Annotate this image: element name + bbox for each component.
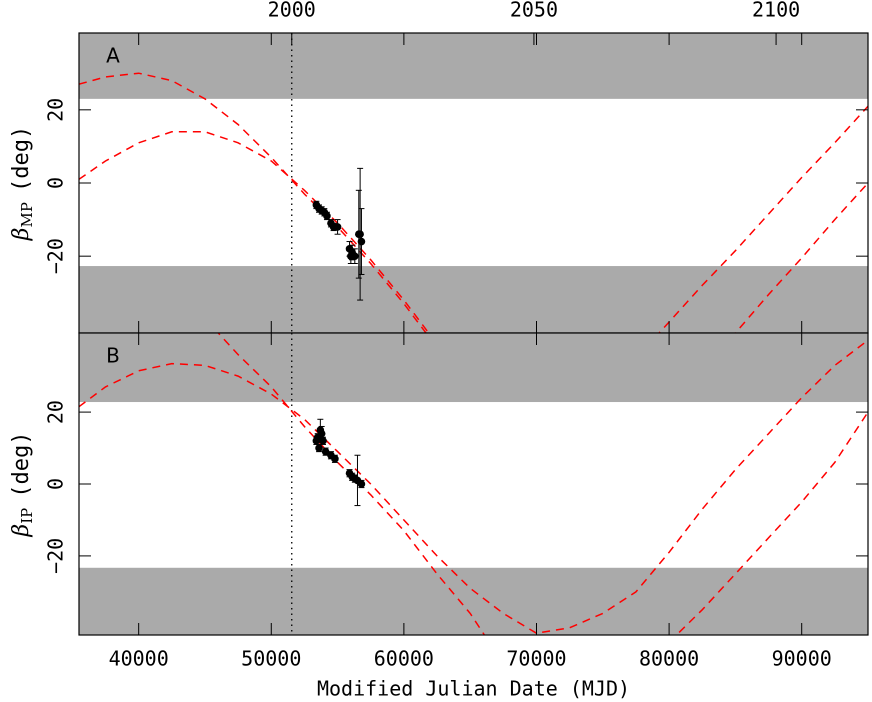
x2-tick-label: 2050 — [510, 0, 558, 22]
data-point — [331, 455, 339, 463]
data-point — [315, 444, 323, 452]
data-point — [317, 429, 326, 438]
y-axis-title: βMP (deg) — [9, 126, 36, 241]
curve — [217, 333, 868, 635]
data-point — [321, 447, 330, 456]
shade-band — [79, 33, 868, 99]
plot-area — [79, 33, 868, 333]
y-tick-label: 20 — [44, 400, 68, 424]
curve — [79, 72, 868, 333]
shade-band — [79, 567, 868, 635]
y-tick-label: 0 — [44, 478, 68, 490]
shade-band — [79, 333, 868, 403]
x2-tick-label: 2100 — [752, 0, 800, 22]
y-title-unit: (deg) — [9, 432, 34, 498]
y-tick-label: −20 — [44, 238, 68, 274]
data-point — [356, 230, 364, 239]
y-title-symbol: β — [9, 524, 34, 538]
x-tick-label: 80000 — [639, 647, 699, 671]
x-axis-title: Modified Julian Date (MJD) — [317, 677, 630, 701]
x-tick-label: 50000 — [241, 647, 301, 671]
x2-tick-label: 2000 — [268, 0, 316, 22]
y-title-symbol: β — [9, 227, 34, 241]
shade-band — [79, 266, 868, 333]
y-title-subscript: MP — [18, 202, 36, 227]
x-tick-label: 60000 — [374, 647, 434, 671]
y-title-subscript: IP — [18, 508, 36, 524]
plot-area — [79, 333, 868, 635]
data-point — [357, 237, 366, 246]
data-point — [333, 223, 342, 231]
y-tick-label: 0 — [44, 177, 68, 189]
data-point — [357, 480, 366, 488]
y-axis-title: βIP (deg) — [9, 432, 36, 538]
y-tick-label: −20 — [44, 538, 68, 574]
y-title-unit: (deg) — [9, 126, 34, 192]
curve — [79, 131, 868, 333]
x-tick-label: 90000 — [772, 647, 832, 671]
panel-label: B — [106, 344, 120, 368]
data-point — [323, 212, 331, 220]
data-point — [319, 437, 327, 445]
panel-label: A — [106, 44, 120, 68]
data-point — [351, 252, 359, 260]
x-tick-label: 70000 — [506, 647, 566, 671]
x-tick-label: 40000 — [109, 647, 169, 671]
y-tick-label: 20 — [44, 98, 68, 122]
